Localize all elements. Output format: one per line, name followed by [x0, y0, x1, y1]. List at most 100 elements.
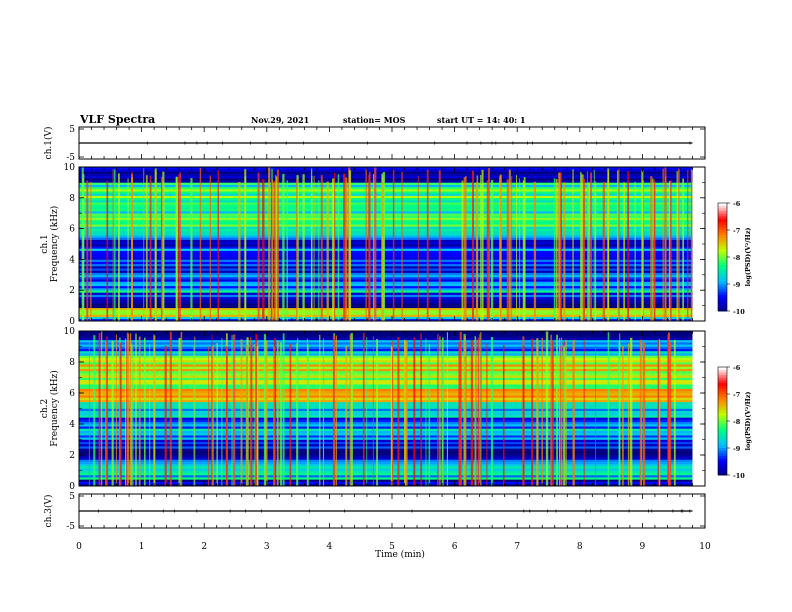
sferic-mark	[428, 343, 431, 486]
colorbar-label: log(PSD)(V²/Hz)	[744, 392, 752, 451]
spectrogram-row	[79, 224, 693, 227]
sferic-mark	[138, 336, 141, 486]
sferic-mark	[211, 334, 213, 486]
spectrogram-row	[79, 362, 693, 365]
spectrogram-row	[79, 270, 693, 273]
colorbar-tick-label: -8	[733, 418, 741, 426]
colorbar-swatch	[718, 439, 727, 443]
spectrogram-row	[79, 346, 693, 350]
sferic-mark	[425, 338, 427, 486]
header: VLF Spectra Nov.29, 2021 station= MOS st…	[79, 113, 526, 126]
spectrogram-row	[79, 437, 693, 440]
sferic-mark	[282, 333, 285, 486]
sferic-mark	[582, 174, 585, 321]
colorbar-swatch	[718, 391, 727, 395]
sferic-mark	[586, 171, 588, 321]
sferic-mark	[417, 175, 419, 321]
spectrogram-row	[79, 259, 693, 262]
spectrogram-row	[79, 219, 693, 223]
colorbar-swatch	[718, 396, 727, 400]
y-tick-label: 5	[69, 492, 75, 502]
sferic-mark	[265, 340, 268, 486]
colorbar-tick-label: -9	[733, 445, 741, 453]
spectrogram-row	[79, 206, 693, 210]
spectrogram-row	[79, 169, 693, 172]
spectrogram-row	[79, 272, 693, 276]
sferic-mark	[199, 168, 202, 321]
sferic-mark	[175, 177, 178, 321]
sferic-mark	[678, 168, 680, 321]
sferic-mark	[634, 181, 636, 321]
sferic-mark	[125, 338, 126, 486]
spectrogram-row	[79, 470, 693, 474]
panels: 5 -5 ch.1(V) -6 -7 -8 -9 -10 log(PSD)(V²/Hz) 0 2 4 6…	[40, 125, 752, 532]
spectrogram-row	[79, 296, 693, 300]
sferic-mark	[348, 170, 352, 321]
sferic-mark	[118, 173, 120, 321]
sferic-mark	[98, 333, 101, 486]
sferic-mark	[112, 169, 114, 321]
sferic-mark	[523, 177, 526, 321]
y-tick-label: 0	[69, 317, 75, 327]
spectrogram-row	[79, 228, 693, 232]
sferic-mark	[662, 168, 664, 321]
sferic-mark	[639, 339, 642, 486]
colorbar-swatch	[718, 415, 727, 419]
sferic-mark	[344, 177, 348, 321]
x-ticks-panel-3	[78, 494, 706, 528]
colorbar-swatch	[718, 429, 727, 433]
sferic-mark	[565, 339, 567, 486]
x-tick-label: 5	[389, 542, 395, 552]
sferic-mark	[81, 167, 84, 321]
sferic-mark	[145, 175, 148, 321]
sferic-mark	[209, 175, 211, 321]
spectrogram-row	[79, 479, 693, 482]
spectrogram-row	[79, 290, 693, 293]
colorbar-swatch	[718, 469, 727, 473]
sferic-mark	[673, 339, 676, 486]
sferic-mark	[160, 176, 163, 321]
sferic-mark	[149, 175, 152, 321]
y-tick-label: 8	[69, 194, 75, 204]
x-tick-label: 10	[699, 542, 711, 552]
colorbar-swatch	[718, 388, 727, 392]
sferic-mark	[334, 172, 336, 321]
sferic-mark	[254, 343, 256, 486]
sferic-mark	[169, 331, 172, 486]
sferic-mark	[135, 333, 137, 486]
spectrogram-row	[79, 277, 693, 280]
colorbar-swatch	[718, 240, 727, 244]
spectrogram-row	[79, 299, 693, 302]
start-time-label: start UT = 14: 40: 1	[437, 115, 526, 125]
spectrogram-row	[79, 241, 693, 245]
spectrogram-row	[79, 268, 693, 271]
sferic-mark	[273, 346, 275, 486]
spectrogram-row	[79, 318, 693, 322]
sferic-mark	[297, 338, 299, 486]
sferic-mark	[106, 181, 109, 321]
sferic-mark	[335, 335, 337, 486]
sferic-mark	[541, 337, 543, 486]
sferic-mark	[390, 346, 394, 486]
sferic-mark	[263, 334, 267, 486]
sferic-mark	[531, 338, 534, 486]
sferic-mark	[691, 177, 693, 321]
sferic-mark	[311, 175, 313, 321]
sferic-mark	[307, 344, 309, 486]
spectrogram-row	[79, 399, 693, 403]
spectrogram-row	[79, 448, 693, 451]
sferic-mark	[164, 345, 167, 486]
colorbar-swatch	[718, 445, 727, 449]
sferic-mark	[607, 168, 610, 321]
sferic-mark	[114, 169, 116, 321]
sferic-mark	[618, 341, 621, 486]
sferic-mark	[130, 343, 133, 486]
spectrogram-row	[79, 222, 693, 225]
y-tick-label: 4	[69, 420, 75, 430]
sferic-mark	[442, 337, 444, 486]
colorbar-swatch	[718, 278, 727, 282]
colorbar-swatch	[718, 246, 727, 250]
spectrogram-row	[79, 428, 693, 431]
colorbar-swatch	[718, 399, 727, 403]
sferic-mark	[643, 342, 646, 486]
